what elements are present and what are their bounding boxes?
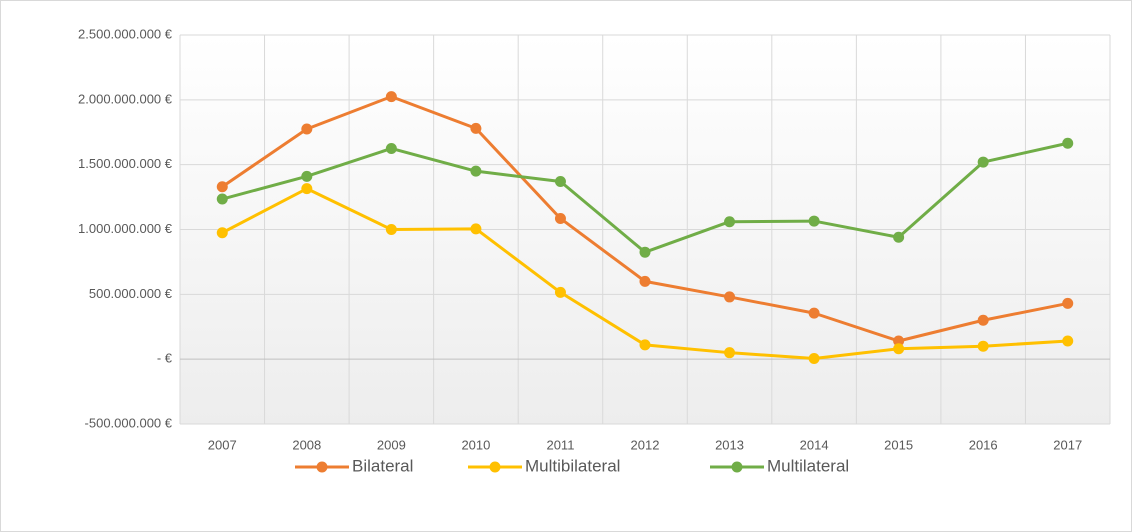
data-point	[301, 170, 313, 182]
data-point	[470, 122, 482, 134]
y-tick-label: 1.000.000.000 €	[78, 221, 173, 236]
legend-label: Multilateral	[767, 456, 849, 475]
data-point	[554, 176, 566, 188]
data-point	[639, 246, 651, 258]
data-point	[724, 291, 736, 303]
x-tick-label: 2016	[969, 437, 998, 452]
data-point	[977, 314, 989, 326]
x-tick-label: 2013	[715, 437, 744, 452]
data-point	[724, 216, 736, 228]
data-point	[470, 165, 482, 177]
data-point	[1062, 335, 1074, 347]
data-point	[893, 343, 905, 355]
y-tick-label: -500.000.000 €	[85, 415, 173, 430]
data-point	[385, 142, 397, 154]
data-point	[1062, 137, 1074, 149]
legend-marker	[731, 461, 743, 473]
data-point	[385, 224, 397, 235]
data-point	[977, 156, 989, 168]
x-tick-label: 2012	[631, 437, 660, 452]
data-point	[554, 286, 566, 298]
y-tick-label: - €	[157, 351, 173, 366]
data-point	[385, 91, 397, 103]
x-tick-label: 2007	[208, 437, 237, 452]
legend-marker	[316, 461, 328, 473]
data-point	[639, 275, 651, 287]
legend-label: Bilateral	[352, 456, 413, 475]
x-tick-label: 2017	[1053, 437, 1082, 452]
y-tick-label: 1.500.000.000 €	[78, 156, 173, 171]
y-tick-label: 500.000.000 €	[89, 286, 173, 301]
data-point	[554, 212, 566, 224]
x-tick-label: 2015	[884, 437, 913, 452]
y-tick-label: 2.000.000.000 €	[78, 91, 173, 106]
data-point	[808, 353, 820, 365]
x-tick-label: 2008	[292, 437, 321, 452]
data-point	[724, 347, 736, 359]
x-tick-label: 2014	[800, 437, 829, 452]
data-point	[216, 227, 228, 239]
data-point	[893, 335, 905, 347]
legend-marker	[489, 461, 501, 473]
data-point	[301, 183, 313, 195]
data-point	[216, 181, 228, 193]
x-tick-label: 2011	[546, 437, 574, 452]
data-point	[639, 339, 651, 351]
data-point	[301, 123, 313, 135]
x-tick-label: 2009	[377, 437, 406, 452]
data-point	[216, 193, 228, 205]
data-point	[470, 223, 482, 235]
data-point	[808, 215, 820, 227]
y-tick-label: 2.500.000.000 €	[78, 26, 173, 41]
x-tick-label: 2010	[461, 437, 490, 452]
legend-label: Multibilateral	[525, 456, 620, 475]
data-point	[977, 340, 989, 352]
data-point	[1062, 297, 1074, 309]
data-point	[808, 307, 820, 319]
data-point	[893, 231, 905, 243]
